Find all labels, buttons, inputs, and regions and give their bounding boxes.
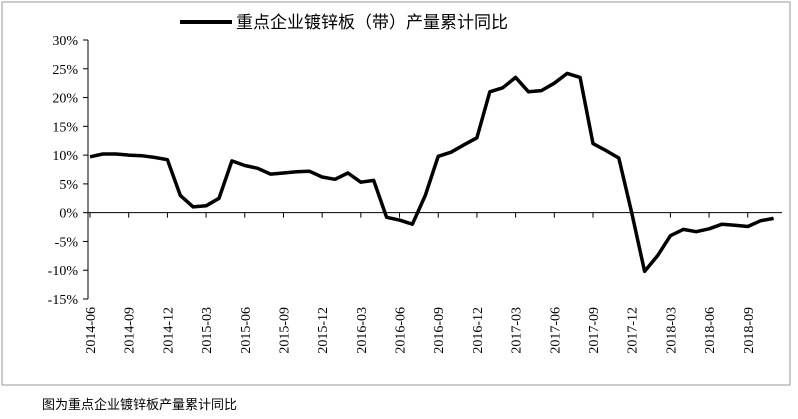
y-tick-label: 30% — [52, 34, 78, 49]
x-tick-label: 2017-03 — [510, 307, 525, 354]
y-tick-label: -15% — [48, 293, 79, 308]
caption: 图为重点企业镀锌板产量累计同比 — [42, 397, 237, 412]
x-tick-label: 2016-12 — [471, 307, 486, 354]
data-line — [89, 71, 774, 274]
x-tick-label: 2016-06 — [394, 307, 409, 354]
x-tick-label: 2015-03 — [200, 307, 215, 354]
y-tick-label: -5% — [55, 235, 79, 250]
x-tick-label: 2014-12 — [161, 307, 176, 354]
y-tick-label: 5% — [59, 178, 78, 193]
y-tick-label: 10% — [52, 149, 78, 164]
y-tick-label: 25% — [52, 63, 78, 78]
legend-label: 重点企业镀锌板（带）产量累计同比 — [236, 13, 508, 32]
y-tick-label: 20% — [52, 92, 78, 107]
x-tick-label: 2015-06 — [239, 307, 254, 354]
x-tick-label: 2018-09 — [742, 307, 757, 354]
x-tick-label: 2014-06 — [84, 307, 99, 354]
x-tick-label: 2015-12 — [316, 307, 331, 354]
x-tick-label: 2018-06 — [703, 307, 718, 354]
y-tick-label: 15% — [52, 120, 78, 135]
y-tick-label: -10% — [48, 264, 79, 279]
x-tick-label: 2015-09 — [277, 307, 292, 354]
x-tick-label: 2014-09 — [123, 307, 138, 354]
x-tick-label: 2017-06 — [548, 307, 563, 354]
x-tick-label: 2016-03 — [355, 307, 370, 354]
x-tick-label: 2017-12 — [626, 307, 641, 354]
x-tick-label: 2018-03 — [664, 307, 679, 354]
x-tick-label: 2017-09 — [587, 307, 602, 354]
x-tick-label: 2016-09 — [432, 307, 447, 354]
y-tick-label: 0% — [59, 207, 78, 222]
chart-frame — [1, 1, 791, 386]
